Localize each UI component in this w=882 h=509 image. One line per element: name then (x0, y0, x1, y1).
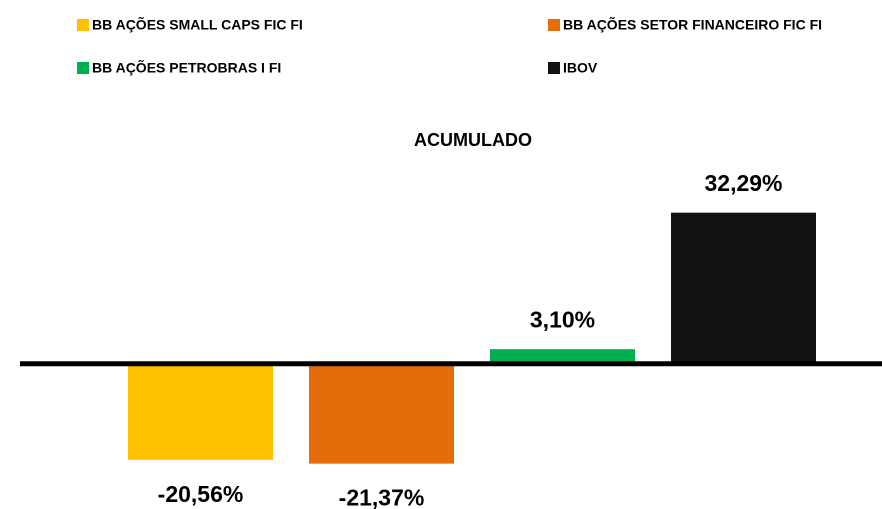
legend-swatch (77, 62, 89, 74)
legend-swatch (548, 19, 560, 31)
value-label: -20,56% (158, 481, 244, 507)
legend-label: BB AÇÕES SMALL CAPS FIC FI (92, 16, 303, 33)
legend-label: BB AÇÕES SETOR FINANCEIRO FIC FI (563, 16, 822, 33)
bar (128, 363, 273, 460)
value-label: -21,37% (339, 485, 425, 509)
bar (671, 212, 816, 364)
legend-swatch (77, 19, 89, 31)
bar (309, 363, 454, 464)
value-label: 3,10% (530, 306, 595, 332)
bar (490, 349, 635, 364)
value-label: 32,29% (704, 170, 782, 196)
chart-title: ACUMULADO (414, 130, 532, 150)
legend-swatch (548, 62, 560, 74)
legend-label: IBOV (563, 60, 598, 76)
legend-label: BB AÇÕES PETROBRAS I FI (92, 59, 281, 76)
